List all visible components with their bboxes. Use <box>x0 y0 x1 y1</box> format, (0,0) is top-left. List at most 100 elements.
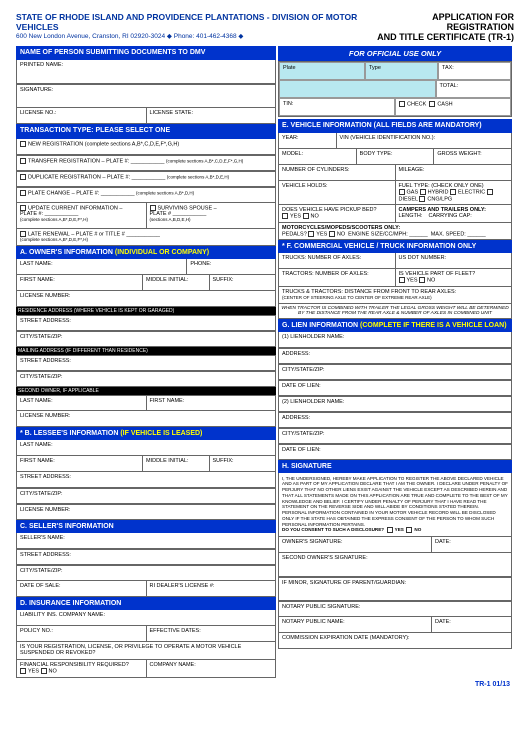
header-right: APPLICATION FOR REGISTRATION AND TITLE C… <box>374 12 514 42</box>
tractors-axles[interactable]: TRACTORS: NUMBER OF AXLES: <box>278 269 396 286</box>
notary-date[interactable]: DATE: <box>432 617 512 633</box>
lien2-csz[interactable]: CITY/STATE/ZIP: <box>278 428 512 444</box>
lien1-name[interactable]: (1) LIENHOLDER NAME: <box>278 332 512 348</box>
transfer-checkbox[interactable]: TRANSFER REGISTRATION – PLATE #: _______… <box>16 155 276 171</box>
suspended-question[interactable]: IS YOUR REGISTRATION, LICENSE, OR PRIVIL… <box>16 642 276 660</box>
license-no-field[interactable]: LICENSE NO.: <box>16 108 147 124</box>
lien2-name[interactable]: (2) LIENHOLDER NAME: <box>278 396 512 412</box>
signature-field[interactable]: SIGNATURE: <box>16 84 276 108</box>
tin-cell: TIN: <box>279 98 395 116</box>
check-cash-cell[interactable]: CHECK CASH <box>395 98 511 116</box>
owner-csz[interactable]: CITY/STATE/ZIP: <box>16 331 276 347</box>
mailing-csz[interactable]: CITY/STATE/ZIP: <box>16 371 276 387</box>
section-g-header: G. LIEN INFORMATION (COMPLETE IF THERE I… <box>278 319 512 332</box>
lessee-mi[interactable]: MIDDLE INITIAL: <box>143 456 210 472</box>
owner2-first[interactable]: FIRST NAME: <box>147 395 277 411</box>
owner-sig-date[interactable]: DATE: <box>432 537 512 553</box>
plate-change-checkbox[interactable]: PLATE CHANGE – PLATE #: ___________ (com… <box>16 187 276 203</box>
owner2-last[interactable]: LAST NAME: <box>16 395 147 411</box>
body-field[interactable]: BODY TYPE: <box>357 149 435 165</box>
lessee-license[interactable]: LICENSE NUMBER: <box>16 504 276 520</box>
tt-distance[interactable]: TRUCKS & TRACTORS: DISTANCE FROM FRONT T… <box>278 287 512 304</box>
section-f-header: * F. COMMERCIAL VEHICLE / TRUCK INFORMAT… <box>278 240 512 253</box>
mailing-street[interactable]: STREET ADDRESS: <box>16 355 276 371</box>
signature-declaration: I, THE UNDERSIGNED, HEREBY MAKE APPLICAT… <box>278 473 512 538</box>
date-of-sale[interactable]: DATE OF SALE: <box>16 581 147 597</box>
year-field[interactable]: YEAR: <box>278 133 337 149</box>
owner-street[interactable]: STREET ADDRESS: <box>16 315 276 331</box>
owner-signature[interactable]: OWNER'S SIGNATURE: <box>278 537 432 553</box>
duplicate-checkbox[interactable]: DUPLICATE REGISTRATION – PLATE #: ______… <box>16 171 276 187</box>
mileage-field[interactable]: MILEAGE: <box>396 165 513 181</box>
left-column: NAME OF PERSON SUBMITTING DOCUMENTS TO D… <box>16 46 276 678</box>
tax-cell: TAX: <box>438 62 511 80</box>
right-column: FOR OFFICIAL USE ONLY Plate Type TAX: TO… <box>278 46 512 678</box>
header-left: STATE OF RHODE ISLAND AND PROVIDENCE PLA… <box>16 12 374 40</box>
agency-address: 600 New London Avenue, Cranston, RI 0292… <box>16 32 374 40</box>
lessee-csz[interactable]: CITY/STATE/ZIP: <box>16 488 276 504</box>
vin-field[interactable]: VIN (VEHICLE IDENTIFICATION NO.): <box>337 133 512 149</box>
lien2-date[interactable]: DATE OF LIEN: <box>278 444 512 460</box>
notary-signature[interactable]: NOTARY PUBLIC SIGNATURE: <box>278 601 512 617</box>
effective-dates[interactable]: EFFECTIVE DATES: <box>147 626 277 642</box>
section-b-header: * B. LESSEE'S INFORMATION (IF VEHICLE IS… <box>16 427 276 440</box>
liability-company[interactable]: LIABILITY INS. COMPANY NAME: <box>16 610 276 626</box>
bar-transaction: TRANSACTION TYPE: PLEASE SELECT ONE <box>16 124 276 138</box>
new-reg-checkbox[interactable]: NEW REGISTRATION (complete sections A,B*… <box>16 139 276 155</box>
usdot[interactable]: US DOT NUMBER: <box>396 253 513 269</box>
update-checkbox[interactable]: UPDATE CURRENT INFORMATION –PLATE #: ___… <box>16 203 147 229</box>
lessee-suffix[interactable]: SUFFIX: <box>210 456 277 472</box>
seller-street[interactable]: STREET ADDRESS: <box>16 549 276 565</box>
owner2-license[interactable]: LICENSE NUMBER: <box>16 411 276 427</box>
gross-field[interactable]: GROSS WEIGHT: <box>434 149 512 165</box>
holds-field[interactable]: VEHICLE HOLDS: <box>278 181 396 205</box>
seller-csz[interactable]: CITY/STATE/ZIP: <box>16 565 276 581</box>
trucks-axles[interactable]: TRUCKS: NUMBER OF AXLES: <box>278 253 396 269</box>
section-a-header: A. OWNER'S INFORMATION (INDIVIDUAL OR CO… <box>16 246 276 259</box>
lien1-addr[interactable]: ADDRESS: <box>278 348 512 364</box>
moto-field[interactable]: MOTORCYCLES/MOPEDS/SCOOTERS ONLY:PEDALS?… <box>278 223 512 240</box>
fleet-field[interactable]: IS VEHICLE PART OF FLEET?YES NO <box>396 269 513 286</box>
owner-phone[interactable]: PHONE: <box>187 259 276 275</box>
owner2-signature[interactable]: SECOND OWNER'S SIGNATURE: <box>278 553 512 577</box>
header: STATE OF RHODE ISLAND AND PROVIDENCE PLA… <box>16 12 514 42</box>
lien1-date[interactable]: DATE OF LIEN: <box>278 380 512 396</box>
lessee-first[interactable]: FIRST NAME: <box>16 456 143 472</box>
campers-field[interactable]: CAMPERS AND TRAILERS ONLY:LENGTH: CARRYI… <box>396 205 513 222</box>
owner-mi[interactable]: MIDDLE INITIAL: <box>143 275 210 291</box>
cylinders-field[interactable]: NUMBER OF CYLINDERS: <box>278 165 396 181</box>
surviving-checkbox[interactable]: SURVIVING SPOUSE –PLATE # ___________(se… <box>147 203 277 229</box>
policy-no[interactable]: POLICY NO.: <box>16 626 147 642</box>
owner-license-num[interactable]: LICENSE NUMBER: <box>16 291 276 307</box>
owner-first-name[interactable]: FIRST NAME: <box>16 275 143 291</box>
lien1-csz[interactable]: CITY/STATE/ZIP: <box>278 364 512 380</box>
form-title-2: AND TITLE CERTIFICATE (TR-1) <box>374 32 514 42</box>
second-owner-header: SECOND OWNER, IF APPLICABLE <box>16 387 276 395</box>
columns: NAME OF PERSON SUBMITTING DOCUMENTS TO D… <box>16 46 514 678</box>
printed-name-field[interactable]: PRINTED NAME: <box>16 60 276 84</box>
late-renewal-checkbox[interactable]: LATE RENEWAL – PLATE # or TITLE # ______… <box>16 229 276 246</box>
pickup-field[interactable]: DOES VEHICLE HAVE PICKUP BED?YES NO <box>278 205 396 222</box>
company-name[interactable]: COMPANY NAME: <box>147 660 277 677</box>
lien2-addr[interactable]: ADDRESS: <box>278 412 512 428</box>
seller-name[interactable]: SELLER'S NAME: <box>16 533 276 549</box>
guardian-signature[interactable]: IF MINOR, SIGNATURE OF PARENT/GUARDIAN: <box>278 577 512 601</box>
fuel-field[interactable]: FUEL TYPE: (CHECK ONLY ONE)GAS HYBRID EL… <box>396 181 513 205</box>
commission-exp[interactable]: COMMISSION EXPIRATION DATE (MANDATORY): <box>278 633 512 649</box>
plate-type-spacer <box>279 80 436 98</box>
lessee-street[interactable]: STREET ADDRESS: <box>16 472 276 488</box>
mailing-addr-header: MAILING ADDRESS (IF DIFFERENT THAN RESID… <box>16 347 276 355</box>
bar-official: FOR OFFICIAL USE ONLY <box>278 46 512 61</box>
lessee-last[interactable]: LAST NAME: <box>16 440 276 456</box>
bar-vehicle: E. VEHICLE INFORMATION (ALL FIELDS ARE M… <box>278 119 512 133</box>
owner-suffix[interactable]: SUFFIX: <box>210 275 277 291</box>
dealer-license[interactable]: RI DEALER'S LICENSE #: <box>147 581 277 597</box>
license-state-field[interactable]: LICENSE STATE: <box>147 108 277 124</box>
trailer-note: WHEN TRACTOR IS COMBINED WITH TRAILER TH… <box>278 304 512 319</box>
owner-last-name[interactable]: LAST NAME: <box>16 259 187 275</box>
bar-submitter: NAME OF PERSON SUBMITTING DOCUMENTS TO D… <box>16 46 276 60</box>
notary-name[interactable]: NOTARY PUBLIC NAME: <box>278 617 432 633</box>
fin-resp[interactable]: FINANCIAL RESPONSIBILITY REQUIRED?YES NO <box>16 660 147 677</box>
agency-name: STATE OF RHODE ISLAND AND PROVIDENCE PLA… <box>16 12 374 32</box>
model-field[interactable]: MODEL: <box>278 149 357 165</box>
